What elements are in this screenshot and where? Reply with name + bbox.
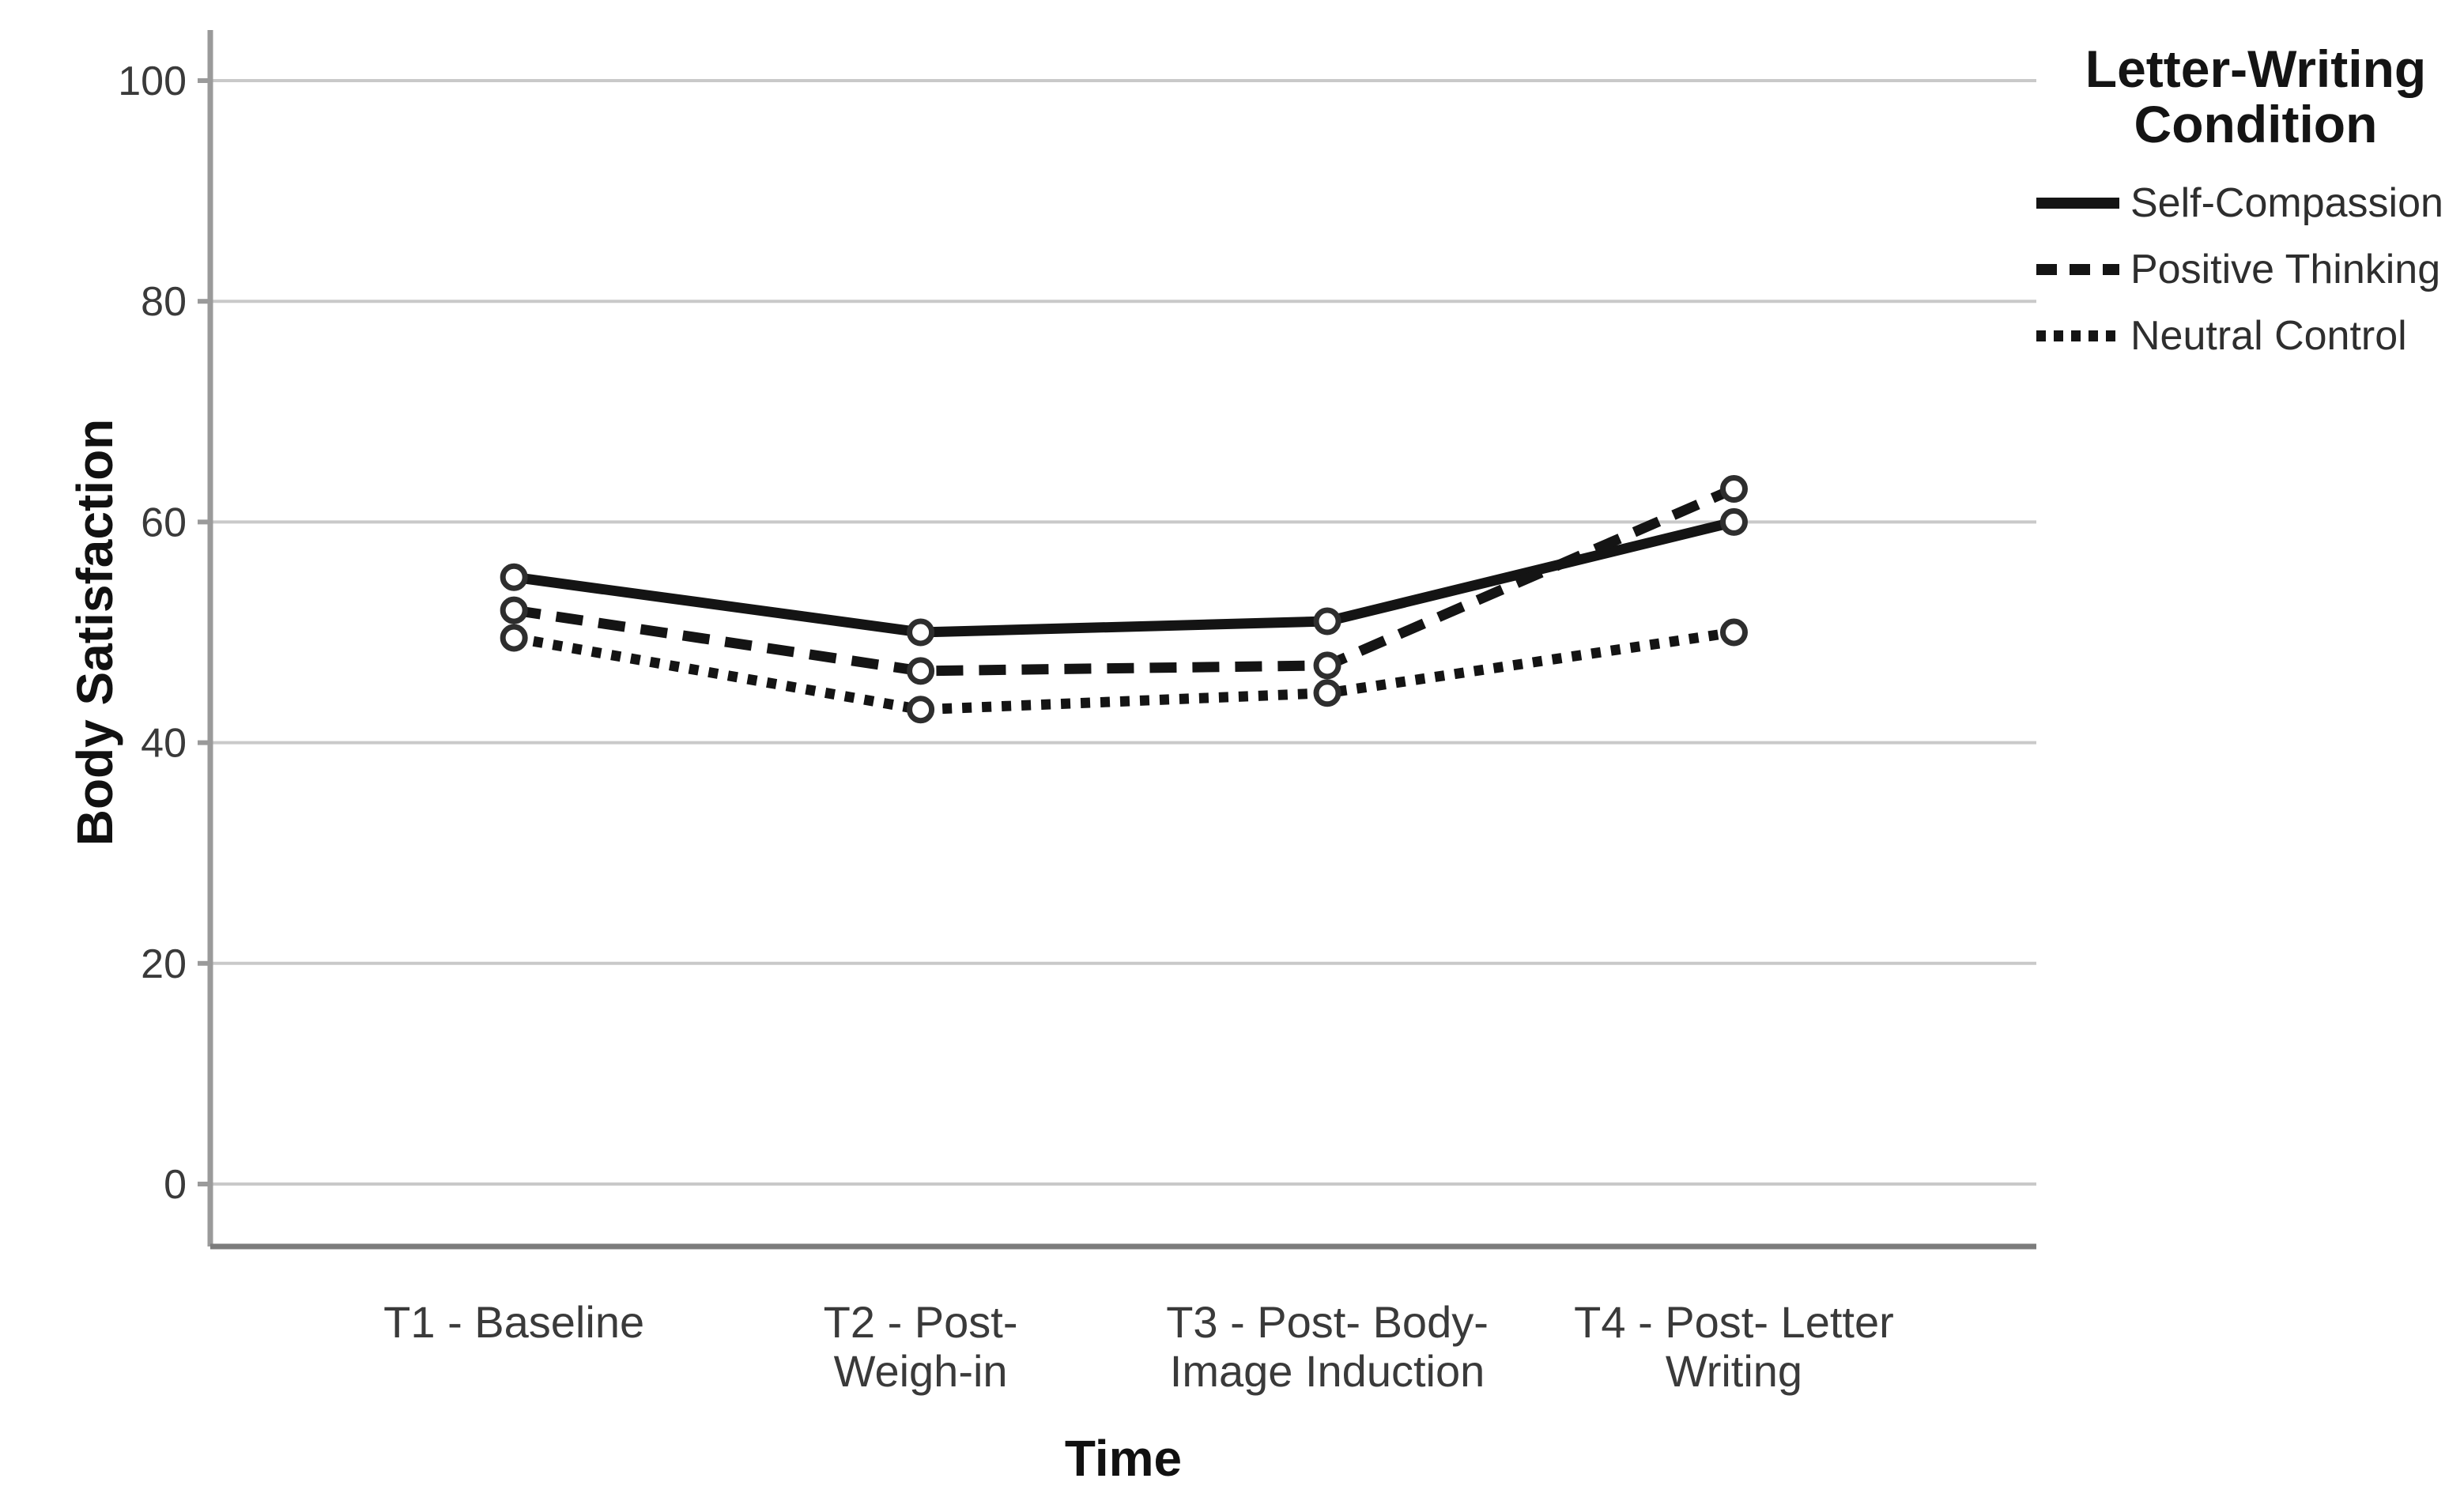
y-tick-label: 60 <box>141 500 187 545</box>
data-point-marker <box>500 596 528 624</box>
legend-entry-label: Positive Thinking <box>2130 247 2441 292</box>
legend-entry-label: Self-Compassion <box>2130 180 2443 226</box>
data-point-marker <box>907 696 935 724</box>
legend-entry: Self-Compassion <box>2036 175 2464 231</box>
y-tick-label: 20 <box>141 941 187 987</box>
data-point-marker <box>1719 475 1748 503</box>
y-tick-label: 100 <box>118 58 187 104</box>
y-axis-title: Body Satisfaction <box>66 418 123 847</box>
x-category-label: T3 - Post- Body-Image Induction <box>1166 1297 1489 1396</box>
x-category-label: T2 - Post-Weigh-in <box>824 1297 1018 1396</box>
data-point-marker <box>1313 651 1341 680</box>
series-line-neutral-control <box>513 627 1735 715</box>
data-point-marker <box>1719 618 1748 647</box>
x-category-label: T1 - Baseline <box>383 1297 644 1347</box>
legend-title: Letter-Writing Condition <box>2008 41 2464 152</box>
legend: Letter-Writing Condition Self-Compassion… <box>2008 41 2464 364</box>
legend-entry-label: Neutral Control <box>2130 313 2407 359</box>
x-axis-title: Time <box>1064 1430 1183 1487</box>
y-tick-label: 40 <box>141 721 187 767</box>
y-tick-label: 80 <box>141 279 187 325</box>
x-category-label: T4 - Post- Letter Writing <box>1574 1297 1894 1396</box>
series-line-positive-thinking <box>513 484 1737 677</box>
legend-line-sample-dashed <box>2036 264 2119 275</box>
legend-entry: Positive Thinking <box>2036 242 2464 297</box>
y-tick-label: 0 <box>164 1162 187 1208</box>
data-point-marker <box>907 618 935 647</box>
legend-entries: Self-Compassion Positive Thinking Neutral … <box>2008 175 2464 364</box>
data-point-marker <box>1313 607 1341 635</box>
data-point-marker <box>907 657 935 685</box>
data-point-marker <box>500 624 528 652</box>
legend-title-line2: Condition <box>2134 95 2378 153</box>
legend-line-sample-solid <box>2036 198 2119 209</box>
legend-entry: Neutral Control <box>2036 308 2464 364</box>
series-line-self-compassion <box>513 517 1736 638</box>
legend-line-sample-dotted <box>2036 330 2119 341</box>
legend-title-line1: Letter-Writing <box>2085 40 2427 98</box>
data-point-marker <box>1313 679 1341 707</box>
data-point-marker <box>500 563 528 591</box>
data-point-marker <box>1719 507 1748 536</box>
